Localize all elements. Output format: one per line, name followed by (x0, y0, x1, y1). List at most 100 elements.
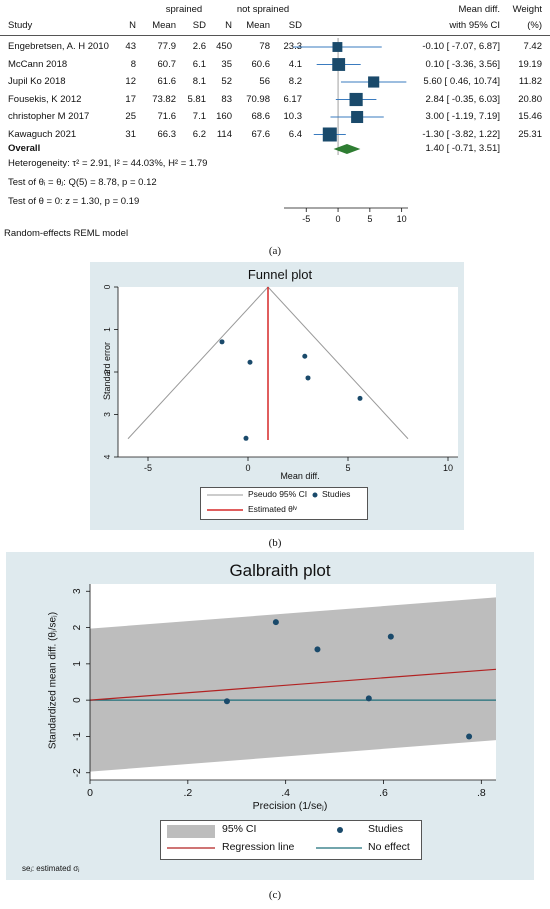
md-header-line2: with 95% CI (449, 20, 500, 31)
galbraith-x-tick-label: .8 (477, 787, 486, 799)
forest-row-n1: 12 (125, 76, 136, 87)
forest-plot-graphic: -5 0 5 10 (284, 38, 408, 224)
galbraith-legend-noeffect: No effect (368, 841, 410, 853)
galbraith-study-point (365, 695, 372, 702)
forest-row-md-text: 2.84 [ -0.35, 6.03] (425, 93, 500, 105)
forest-row-study: Engebretsen, A. H 2010 (8, 41, 109, 52)
galbraith-study-point (223, 698, 230, 705)
forest-row-weight-text: 20.80 (518, 93, 542, 105)
galbraith-legend-ci: 95% CI (222, 823, 257, 835)
mean1-header: Mean (152, 20, 176, 31)
forest-row-md-text: 0.10 [ -3.36, 3.56] (425, 58, 500, 70)
forest-row-study: McCann 2018 (8, 58, 68, 70)
forest-row-study: Jupil Ko 2018 (8, 76, 66, 87)
funnel-x-tick-label: 10 (443, 463, 453, 473)
forest-row-mean1: 71.6 (157, 111, 177, 122)
funnel-study-point (247, 359, 253, 365)
forest-row-md-text: 3.00 [ -1.19, 7.19] (425, 111, 500, 122)
forest-row-n1: 17 (125, 93, 136, 105)
funnel-legend-studies-key (312, 492, 318, 498)
forest-row-sd2: 6.4 (288, 128, 302, 140)
forest-study-marker (351, 110, 364, 124)
galbraith-study-point (387, 633, 394, 640)
funnel-plot-graphic: 0 1 2 3 4 -5 0 5 10 (102, 284, 458, 511)
forest-row-n1: 8 (130, 58, 136, 70)
galbraith-legend-ci-key (167, 825, 215, 838)
forest-x-tick-label: -5 (302, 214, 310, 224)
weight-header-line2: (%) (527, 20, 542, 31)
forest-row-sd2: 6.17 (283, 93, 303, 105)
funnel-study-point (243, 435, 249, 441)
forest-row-sd1: 6.1 (192, 58, 206, 70)
galbraith-y-tick-label: -2 (72, 768, 83, 777)
test-overall-text: Test of θ = 0: z = 1.30, p = 0.19 (8, 196, 140, 207)
forest-row-md-text: -0.10 [ -7.07, 6.87] (422, 41, 500, 52)
forest-x-tick-label: 5 (367, 214, 372, 224)
galbraith-x-tick-label: .6 (379, 787, 388, 799)
caption-a: (a) (268, 245, 282, 257)
sd1-header: SD (192, 20, 206, 31)
forest-x-tick-label: 10 (397, 214, 407, 224)
overall-label: Overall (8, 143, 41, 154)
forest-x-tick-label: 0 (336, 214, 341, 224)
forest-study-marker (322, 127, 337, 142)
forest-row-n2: 83 (221, 93, 232, 105)
forest-row-mean1: 60.7 (157, 58, 177, 70)
galbraith-y-tick-label: 3 (72, 588, 83, 594)
group2-header: not sprained (236, 4, 290, 15)
galbraith-x-tick-label: .2 (183, 787, 192, 799)
model-note: Random-effects REML model (4, 228, 129, 239)
forest-row-n1: 31 (125, 128, 136, 140)
md-header-line1: Mean diff. (458, 4, 500, 15)
forest-row-weight-text: 25.31 (518, 128, 542, 140)
forest-row-n1: 25 (125, 111, 136, 122)
forest-row-study: christopher M 2017 (8, 111, 90, 122)
caption-c: (c) (268, 889, 282, 901)
forest-study-marker (332, 58, 346, 71)
funnel-x-tick-label: -5 (144, 463, 152, 473)
funnel-plot-area (118, 287, 458, 457)
galbraith-x-tick-label: .4 (281, 787, 290, 799)
funnel-y-tick-label: 2 (102, 369, 112, 374)
galbraith-y-tick-label: -1 (72, 732, 83, 741)
funnel-study-point (219, 339, 225, 345)
funnel-legend-ci: Pseudo 95% CI (248, 489, 308, 499)
forest-row-weight-text: 15.46 (518, 111, 542, 122)
forest-row-study: Fousekis, K 2012 (8, 93, 82, 105)
forest-row-n1: 43 (125, 41, 136, 52)
forest-row-n2: 160 (216, 111, 232, 122)
forest-row-sd2: 23.3 (283, 41, 303, 52)
forest-row-mean2: 60.6 (251, 58, 271, 70)
forest-row-mean2: 78 (259, 41, 270, 52)
forest-row-sd1: 8.1 (192, 76, 206, 87)
funnel-y-tick-label: 3 (102, 412, 112, 417)
funnel-y-tick-label: 0 (102, 284, 112, 289)
forest-row-n2: 52 (221, 76, 232, 87)
forest-row-n2: 450 (216, 41, 232, 52)
galbraith-study-point (466, 733, 473, 740)
forest-row-study: Kawaguch 2021 (8, 128, 77, 140)
funnel-study-point (305, 375, 311, 381)
galbraith-legend-studies-key (337, 827, 343, 833)
weight-header-line1: Weight (512, 4, 542, 15)
galbraith-regression-line (89, 668, 497, 701)
n1-header: N (129, 20, 136, 31)
header-divider (0, 35, 550, 36)
forest-overall-diamond (333, 144, 361, 154)
forest-study-marker (349, 92, 363, 107)
forest-row-sd2: 4.1 (288, 58, 302, 70)
forest-row-mean2: 56 (259, 76, 270, 87)
galbraith-legend-regression: Regression line (222, 841, 295, 853)
funnel-legend (200, 487, 368, 520)
funnel-y-tick-label: 4 (102, 454, 112, 459)
forest-row-sd1: 2.6 (192, 41, 206, 52)
funnel-legend-estimated: Estimated θᴵᵛ (248, 504, 298, 514)
galbraith-y-tick-label: 2 (72, 624, 83, 630)
forest-row-mean1: 66.3 (157, 128, 177, 140)
galbraith-study-point (272, 619, 279, 626)
forest-row-n2: 35 (221, 58, 232, 70)
galbraith-y-tick-label: 0 (72, 697, 83, 703)
forest-row-md-text: -1.30 [ -3.82, 1.22] (422, 128, 500, 140)
galbraith-x-tick-label: 0 (87, 787, 93, 799)
